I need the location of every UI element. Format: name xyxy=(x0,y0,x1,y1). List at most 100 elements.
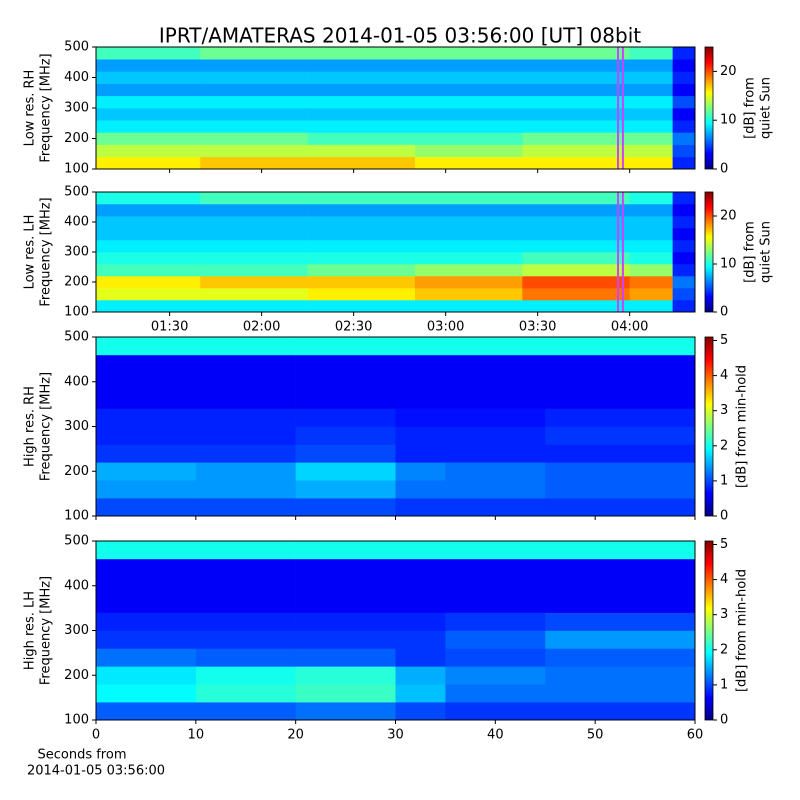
heatmap-cell xyxy=(96,252,201,265)
heatmap-cell xyxy=(96,83,201,97)
heatmap-cell xyxy=(522,228,630,241)
heatmap-cell xyxy=(414,47,523,60)
heatmap-cell xyxy=(307,156,416,170)
colorbar xyxy=(704,540,714,721)
heatmap-cell xyxy=(96,47,201,60)
heatmap-cell xyxy=(545,337,696,356)
x-tick-label: 30 xyxy=(387,728,404,743)
colorbar-tick-label: 5 xyxy=(720,537,728,552)
y-tick-label: 400 xyxy=(64,70,89,85)
heatmap-cell xyxy=(395,462,446,481)
y-tick-label: 200 xyxy=(64,668,89,683)
heatmap-cell xyxy=(629,83,673,97)
y-axis-label: Low res. RH xyxy=(23,70,38,147)
heatmap-cell xyxy=(545,462,696,481)
heatmap-cell xyxy=(307,300,416,313)
heatmap-cell xyxy=(96,390,197,409)
heatmap-cell xyxy=(200,240,308,253)
heatmap-cell xyxy=(545,558,696,578)
y-tick-label: 300 xyxy=(64,245,89,260)
colorbar-tick-label: 0 xyxy=(720,509,728,524)
heatmap-cell xyxy=(522,83,630,97)
heatmap-cell xyxy=(445,462,546,481)
heatmap-cell xyxy=(629,47,673,60)
heatmap-cell xyxy=(672,192,696,205)
heatmap-cell xyxy=(672,47,696,60)
heatmap-cell xyxy=(96,684,197,703)
heatmap-cell xyxy=(522,144,630,158)
heatmap-cell xyxy=(414,108,523,121)
y-axis-label: Frequency [MHz] xyxy=(39,197,54,306)
y-tick-label: 400 xyxy=(64,578,89,593)
heatmap-cell xyxy=(295,558,396,578)
colorbar-tick-label: 20 xyxy=(720,209,737,224)
heatmap-cell xyxy=(545,444,696,463)
heatmap-cell xyxy=(307,95,416,109)
heatmap-cell xyxy=(545,594,696,613)
heatmap-cell xyxy=(629,95,673,109)
heatmap-cell xyxy=(295,666,396,685)
heatmap-cell xyxy=(414,144,523,158)
colorbar-label: [dB] from xyxy=(743,221,758,283)
colorbar-tick-label: 10 xyxy=(720,257,737,272)
y-tick-label: 100 xyxy=(64,162,89,177)
colorbar-tick-label: 0 xyxy=(720,162,728,177)
heatmap-cell xyxy=(307,71,416,84)
heatmap-cell xyxy=(195,666,296,685)
heatmap-cell xyxy=(307,276,416,289)
heatmap-cell xyxy=(629,71,673,84)
heatmap-cell xyxy=(414,300,523,313)
heatmap-cell xyxy=(96,156,201,170)
heatmap-cell xyxy=(96,408,197,427)
colorbar xyxy=(704,191,714,313)
heatmap-cell xyxy=(96,480,197,499)
x-tick-label: 40 xyxy=(487,728,504,743)
heatmap-cell xyxy=(195,594,296,613)
heatmap-cell xyxy=(414,252,523,265)
heatmap-cell xyxy=(395,408,446,427)
heatmap-cell xyxy=(522,156,630,170)
heatmap-cell xyxy=(96,59,201,72)
heatmap-cell xyxy=(307,192,416,205)
heatmap-cell xyxy=(195,444,296,463)
heatmap-cell xyxy=(96,558,197,578)
x-tick-label: 02:00 xyxy=(243,320,280,335)
y-axis-label: Frequency [MHz] xyxy=(39,53,54,162)
heatmap-cell xyxy=(307,47,416,60)
heatmap-cell xyxy=(295,426,396,445)
heatmap-cell xyxy=(96,204,201,217)
heatmap-cell xyxy=(629,240,673,253)
heatmap-cell xyxy=(295,648,396,667)
heatmap-cell xyxy=(295,337,396,356)
y-tick-label: 300 xyxy=(64,419,89,434)
heatmap-cell xyxy=(96,426,197,445)
heatmap-cell xyxy=(200,264,308,277)
y-tick-label: 100 xyxy=(64,509,89,524)
y-tick-label: 500 xyxy=(64,534,89,549)
heatmap-cell xyxy=(522,71,630,84)
heatmap-cell xyxy=(672,264,696,277)
heatmap-cell xyxy=(445,594,546,613)
heatmap-cell xyxy=(307,132,416,145)
colorbar-label: quiet Sun xyxy=(759,77,774,139)
colorbar-tick-label: 5 xyxy=(720,333,728,348)
heatmap-cell xyxy=(414,95,523,109)
heatmap-cell xyxy=(629,204,673,217)
heatmap-cell xyxy=(522,192,630,205)
heatmap-cell xyxy=(445,444,546,463)
heatmap-cell xyxy=(195,612,296,631)
heatmap-cell xyxy=(295,612,396,631)
heatmap-cell xyxy=(295,444,396,463)
x-tick-label: 50 xyxy=(587,728,604,743)
heatmap-cell xyxy=(295,390,396,409)
heatmap-cell xyxy=(307,240,416,253)
heatmap-cell xyxy=(307,144,416,158)
heatmap-cell xyxy=(96,300,201,313)
heatmap-cell xyxy=(445,576,546,595)
x-tick-label: 04:00 xyxy=(611,320,648,335)
x-tick-label: 60 xyxy=(687,728,704,743)
heatmap-cell xyxy=(445,684,546,703)
heatmap-cell xyxy=(545,480,696,499)
y-tick-label: 400 xyxy=(64,215,89,230)
heatmap-cell xyxy=(522,108,630,121)
